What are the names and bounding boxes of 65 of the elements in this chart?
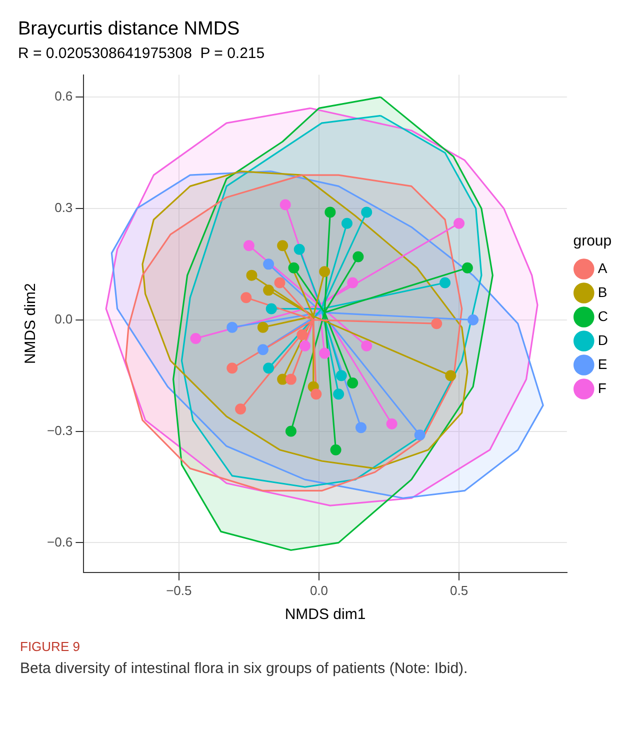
point xyxy=(431,318,442,330)
point xyxy=(263,362,274,374)
y-tick-label: 0.6 xyxy=(54,88,73,104)
point xyxy=(243,240,254,252)
point xyxy=(266,303,277,314)
point xyxy=(386,418,398,430)
point xyxy=(352,251,364,262)
point xyxy=(454,218,465,229)
text: Beta diversity of intestinal flora in six groups of patients (Note: Ibid). xyxy=(20,659,469,680)
legend-label: A xyxy=(598,260,608,276)
point xyxy=(347,277,358,288)
y-tick-label: −0.6 xyxy=(46,534,73,550)
legend-label: F xyxy=(598,380,606,396)
legend-label: D xyxy=(598,332,608,348)
point xyxy=(330,444,342,456)
point xyxy=(319,266,330,278)
point xyxy=(440,277,451,288)
point xyxy=(414,430,426,441)
point xyxy=(319,348,330,359)
point xyxy=(277,240,288,252)
point xyxy=(190,332,202,344)
point xyxy=(336,370,347,382)
point xyxy=(299,340,310,352)
caption: FIGURE 9 xyxy=(20,638,81,656)
x-tick-label: 0.5 xyxy=(450,582,468,598)
point xyxy=(361,340,372,352)
point xyxy=(355,422,366,434)
point xyxy=(285,374,296,385)
point xyxy=(257,344,268,356)
point xyxy=(341,218,352,229)
point xyxy=(296,329,308,340)
x-tick-label: −0.5 xyxy=(166,582,192,598)
point xyxy=(445,370,456,382)
y-tick-label: 0.3 xyxy=(54,200,73,216)
point xyxy=(235,404,246,415)
point xyxy=(257,322,268,333)
point xyxy=(274,277,286,288)
point xyxy=(361,206,372,218)
point xyxy=(324,206,336,218)
point xyxy=(310,388,322,400)
point xyxy=(280,199,291,210)
point xyxy=(347,378,358,389)
x-axis-title: NMDS dim1 xyxy=(284,606,366,624)
y-axis-title: NMDS dim2 xyxy=(22,283,40,364)
point xyxy=(226,322,238,333)
y-tick-label: 0.0 xyxy=(54,311,73,326)
y-tick-label: −0.3 xyxy=(46,422,73,438)
chart-title: Braycurtis distance NMDS xyxy=(18,18,240,40)
legend-label: B xyxy=(598,284,608,300)
point xyxy=(263,258,274,270)
point xyxy=(462,262,473,274)
point xyxy=(240,292,252,304)
point xyxy=(468,314,479,326)
point xyxy=(246,270,258,281)
legend-label: E xyxy=(598,356,608,372)
x-tick-label: 0.0 xyxy=(310,582,328,598)
chart-subtitle: R = 0.0205308641975308 P = 0.215 xyxy=(18,44,265,62)
point xyxy=(285,426,296,437)
legend-label: C xyxy=(598,308,608,324)
legend-title: group xyxy=(573,232,612,250)
point xyxy=(294,244,305,255)
point xyxy=(288,262,300,274)
point xyxy=(333,388,344,400)
point xyxy=(263,284,274,296)
point xyxy=(226,362,238,374)
